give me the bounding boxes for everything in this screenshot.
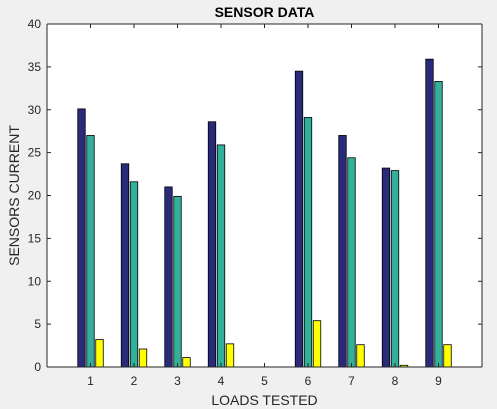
bar-series-1-category-7 <box>338 135 347 368</box>
bar-series-1-category-4 <box>207 121 217 368</box>
x-tick-label: 3 <box>174 374 181 388</box>
bar-series-2-category-6 <box>303 117 313 368</box>
x-tick-label: 4 <box>218 374 225 388</box>
bar-series-3-category-2 <box>138 348 148 368</box>
bar-series-3-category-3 <box>182 357 191 368</box>
y-tick-label: 15 <box>28 231 42 245</box>
y-axis-label: SENSORS CURRENT <box>6 125 22 266</box>
x-axis-label: LOADS TESTED <box>211 392 317 408</box>
ticks-layer: 0 5 10 15 20 25 30 35 40 1 2 3 4 5 6 7 8 9 <box>28 17 482 388</box>
x-tick-label: 1 <box>87 374 94 388</box>
plot-area <box>47 24 482 367</box>
x-tick-label: 7 <box>348 374 355 388</box>
bar-series-3-category-7 <box>356 344 365 368</box>
bar-series-1-category-1 <box>77 108 86 368</box>
bar-series-3-category-9 <box>443 344 452 368</box>
y-tick-label: 0 <box>34 360 41 374</box>
x-tick-label: 5 <box>261 374 268 388</box>
bar-series-2-category-8 <box>390 170 400 368</box>
y-tick-label: 20 <box>28 189 42 203</box>
y-tick-label: 25 <box>28 146 42 160</box>
bar-series-1-category-3 <box>164 186 173 368</box>
bar-series-3-category-4 <box>225 343 235 368</box>
x-tick-label: 9 <box>435 374 442 388</box>
x-tick-label: 6 <box>305 374 312 388</box>
bar-series-3-category-1 <box>95 339 104 368</box>
chart-title: SENSOR DATA <box>215 4 315 20</box>
x-tick-label: 2 <box>131 374 138 388</box>
bar-series-1-category-6 <box>294 70 304 368</box>
y-tick-label: 5 <box>34 317 41 331</box>
bars-layer <box>77 58 452 368</box>
y-tick-label: 30 <box>28 103 42 117</box>
bar-series-2-category-3 <box>173 195 182 368</box>
bar-series-2-category-9 <box>434 81 443 368</box>
y-tick-label: 40 <box>28 17 42 31</box>
bar-series-2-category-4 <box>216 144 226 368</box>
bar-series-3-category-6 <box>312 320 322 368</box>
bar-series-1-category-9 <box>425 58 434 368</box>
x-tick-label: 8 <box>392 374 399 388</box>
bar-series-2-category-7 <box>347 157 356 368</box>
bar-series-1-category-8 <box>381 167 391 368</box>
y-tick-label: 35 <box>28 60 42 74</box>
bar-series-1-category-2 <box>120 163 130 368</box>
bar-series-2-category-1 <box>86 135 95 368</box>
y-tick-label: 10 <box>28 274 42 288</box>
bar-series-2-category-2 <box>129 181 139 368</box>
